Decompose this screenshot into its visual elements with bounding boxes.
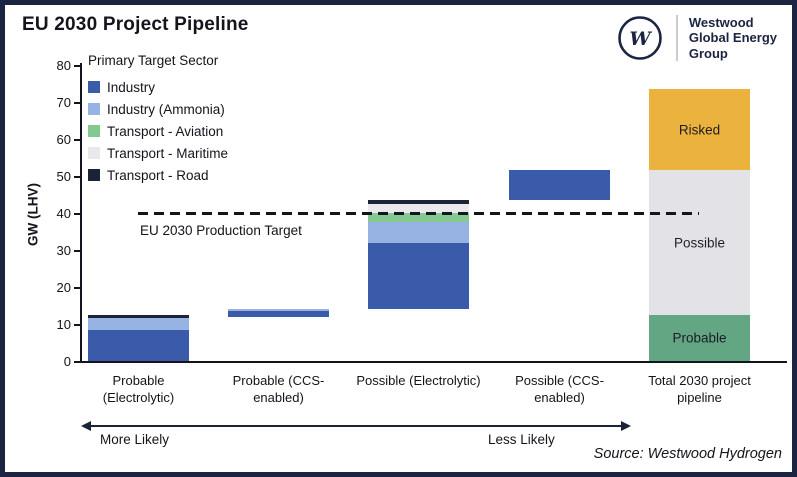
segment-label-probable: Probable (672, 330, 727, 346)
bar-segment-industry (228, 311, 329, 317)
source-note: Source: Westwood Hydrogen (593, 446, 782, 462)
y-tick-mark (74, 139, 80, 141)
target-line (138, 212, 699, 215)
x-axis-label-line: Possible (Electrolytic) (356, 373, 481, 388)
y-tick-mark (74, 287, 80, 289)
y-axis-title: GW (LHV) (25, 183, 41, 246)
logo: W Westwood Global Energy Group (617, 15, 777, 61)
westwood-monogram-icon: W (618, 16, 662, 60)
page-title: EU 2030 Project Pipeline (22, 14, 249, 35)
logo-company-name: Westwood Global Energy Group (689, 15, 777, 61)
y-tick-label: 10 (56, 317, 71, 332)
legend-swatch-icon (88, 81, 100, 93)
logo-line-1: Westwood (688, 15, 754, 30)
y-tick-mark (74, 250, 80, 252)
y-tick-label: 60 (56, 132, 71, 147)
bar-segment-probable: Probable (649, 314, 750, 361)
legend-item: Transport - Aviation (88, 120, 228, 142)
segment-label-possible: Possible (673, 235, 726, 251)
x-axis-label-line: Total 2030 project (648, 373, 751, 388)
x-axis-label: Possible (Electrolytic) (344, 373, 494, 390)
x-axis-label-line: Possible (CCS- (515, 373, 604, 388)
legend-swatch-icon (88, 103, 100, 115)
bar-segment-industry (88, 329, 189, 361)
x-axis-label: Probable (Electrolytic) (64, 373, 214, 407)
bar-segment-industry-ammonia- (228, 309, 329, 312)
less-likely-label: Less Likely (488, 432, 555, 447)
logo-line-3: Group (688, 45, 728, 61)
bar-segment-transport-road (368, 200, 469, 204)
legend-item: Industry (Ammonia) (88, 98, 228, 120)
legend-title: Primary Target Sector (88, 53, 219, 68)
legend-swatch-icon (88, 147, 100, 159)
y-tick-mark (74, 65, 80, 67)
x-axis-label: Total 2030 project pipeline (625, 373, 775, 407)
bar-segment-transport-road (88, 314, 189, 319)
y-tick-label: 80 (56, 58, 71, 73)
x-axis-label-line: Probable (112, 373, 165, 388)
y-tick-mark (74, 361, 80, 363)
legend: Primary Target Sector Industry Industry (… (88, 53, 228, 186)
y-axis-line (80, 63, 82, 363)
legend-item-label: Industry (Ammonia) (107, 101, 225, 117)
legend-item: Industry (88, 76, 228, 98)
x-axis-label: Probable (CCS-enabled) (204, 373, 354, 407)
legend-item-label: Transport - Maritime (107, 145, 229, 161)
x-axis-label-line: Probable (CCS- (232, 373, 325, 388)
bar-segment-industry-ammonia- (88, 318, 189, 330)
likelihood-arrow-line (91, 425, 621, 427)
chart-card: EU 2030 Project Pipeline W Westwood Glob… (5, 5, 792, 472)
bar-segment-industry-ammonia- (368, 222, 469, 243)
y-tick-mark (74, 176, 80, 178)
legend-swatch-icon (88, 125, 100, 137)
y-tick-label: 50 (56, 169, 71, 184)
arrow-left-icon (81, 421, 91, 431)
logo-line-2: Global Energy (688, 30, 777, 46)
more-likely-label: More Likely (100, 432, 170, 447)
x-axis-label-line: (Electrolytic) (102, 389, 175, 405)
bar-segment-industry (368, 242, 469, 310)
legend-items: Industry Industry (Ammonia) Transport - Av… (88, 76, 228, 186)
y-tick-mark (74, 324, 80, 326)
y-tick-mark (74, 213, 80, 215)
logo-divider (675, 15, 678, 61)
legend-swatch-icon (88, 169, 100, 181)
x-axis-label-line: pipeline (677, 389, 722, 405)
y-tick-mark (74, 102, 80, 104)
legend-item-label: Industry (107, 79, 156, 95)
y-tick-label: 40 (56, 206, 71, 221)
arrow-right-icon (621, 421, 631, 431)
segment-label-risked: Risked (678, 122, 721, 138)
x-axis-label-line: enabled) (534, 389, 585, 405)
y-tick-label: 20 (56, 280, 71, 295)
bar-segment-risked: Risked (649, 89, 750, 171)
legend-item-label: Transport - Aviation (107, 123, 224, 139)
legend-item: Transport - Maritime (88, 142, 228, 164)
x-axis-label-line: enabled) (253, 389, 304, 405)
legend-item: Transport - Road (88, 164, 228, 186)
bar-segment-transport-aviation (368, 213, 469, 223)
svg-text:W: W (629, 28, 652, 50)
bar-segment-transport-maritime (368, 203, 469, 213)
y-tick-label: 0 (63, 354, 71, 369)
bar-segment-industry (509, 170, 610, 201)
y-tick-label: 70 (56, 95, 71, 110)
y-tick-label: 30 (56, 243, 71, 258)
legend-item-label: Transport - Road (107, 167, 209, 183)
bar-segment-possible: Possible (649, 170, 750, 315)
x-axis-line (80, 361, 787, 363)
target-line-label: EU 2030 Production Target (140, 223, 302, 238)
x-axis-label: Possible (CCS-enabled) (485, 373, 635, 407)
